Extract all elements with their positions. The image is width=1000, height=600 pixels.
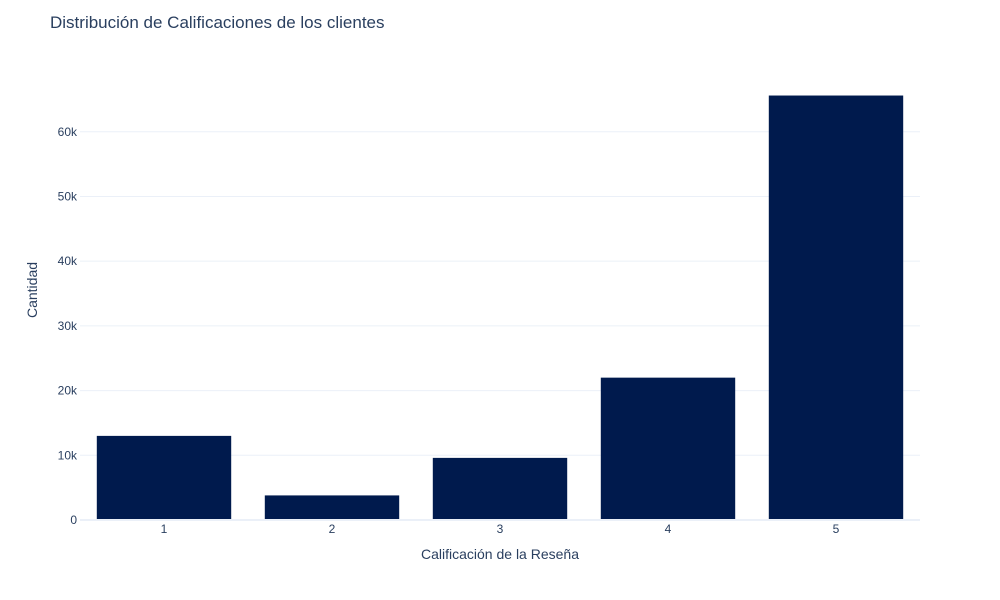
x-tick-label: 3 xyxy=(497,522,504,536)
x-tick-label: 5 xyxy=(833,522,840,536)
bar[interactable] xyxy=(432,457,568,520)
bar[interactable] xyxy=(768,95,904,520)
x-axis-title: Calificación de la Reseña xyxy=(421,546,579,562)
x-tick-label: 2 xyxy=(329,522,336,536)
x-tick-label: 4 xyxy=(665,522,672,536)
y-axis-ticks: 0 10k 20k 30k 40k 50k 60k xyxy=(58,125,78,527)
y-tick-label: 0 xyxy=(70,513,77,527)
bar[interactable] xyxy=(600,377,736,520)
bar[interactable] xyxy=(264,495,400,520)
y-tick-label: 10k xyxy=(58,448,78,462)
y-tick-label: 50k xyxy=(58,189,78,203)
y-tick-label: 60k xyxy=(58,125,78,139)
bar[interactable] xyxy=(96,435,232,520)
x-tick-label: 1 xyxy=(161,522,168,536)
y-tick-label: 40k xyxy=(58,254,78,268)
bars xyxy=(96,95,904,520)
chart-title: Distribución de Calificaciones de los cl… xyxy=(50,13,385,32)
y-axis-title: Cantidad xyxy=(24,262,40,318)
x-axis-ticks: 1 2 3 4 5 xyxy=(161,522,840,536)
y-tick-label: 20k xyxy=(58,384,78,398)
y-tick-label: 30k xyxy=(58,319,78,333)
